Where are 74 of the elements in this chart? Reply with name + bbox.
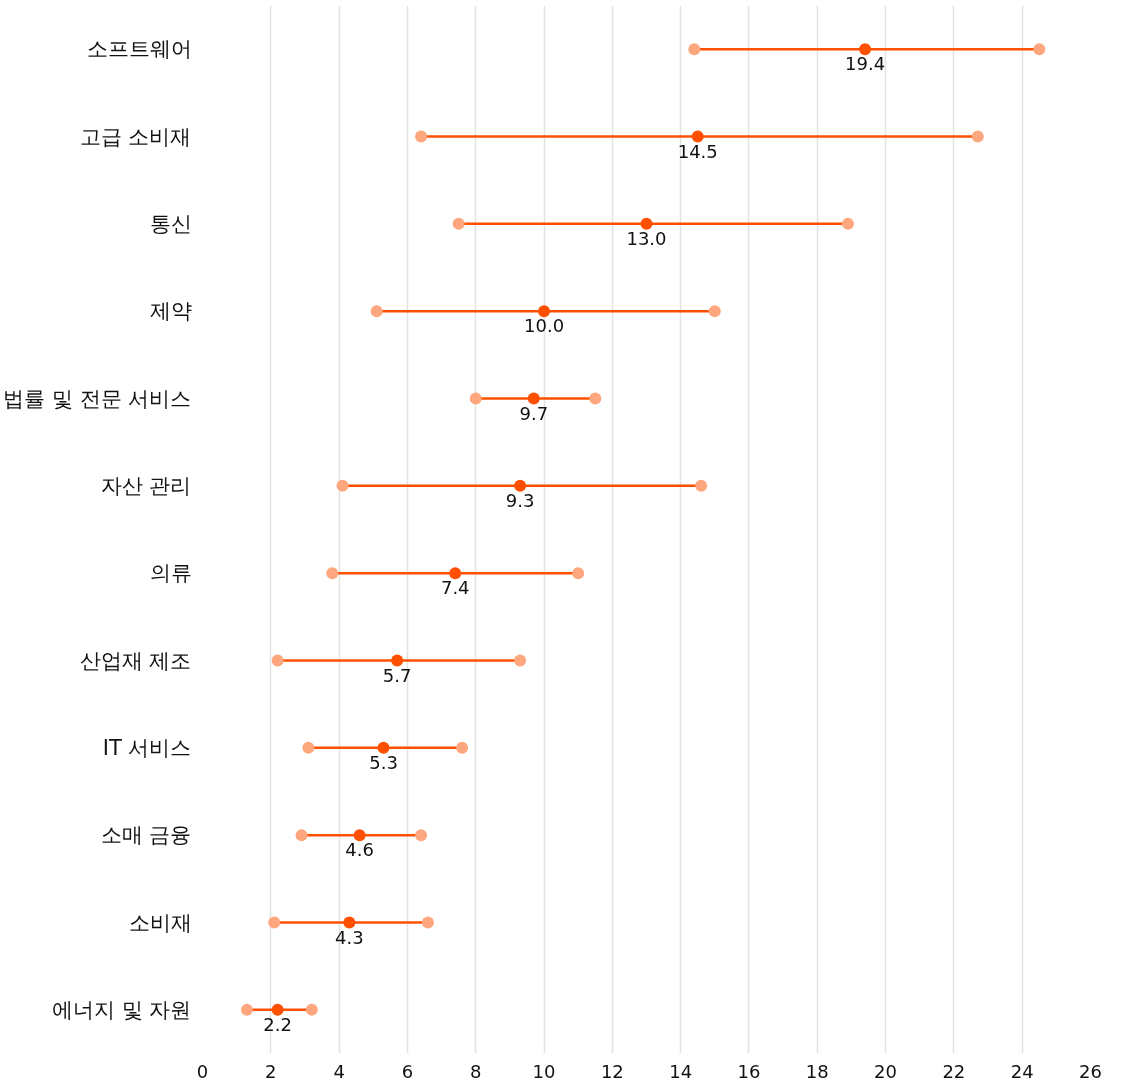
point (688, 43, 701, 56)
y-tick-label: 통신 (149, 211, 192, 236)
y-tick-label: 자산 관리 (100, 473, 192, 498)
data-label: 14.5 (677, 140, 718, 162)
point (514, 654, 527, 667)
point (343, 916, 356, 929)
y-tick-label: 소비재 (128, 910, 192, 935)
x-tick-label: 12 (600, 1060, 624, 1082)
y-tick-label: 의류 (149, 561, 192, 586)
x-tick-label: 16 (737, 1060, 761, 1082)
y-tick-label: 소프트웨어 (86, 37, 192, 62)
y-tick-label: 산업재 제조 (79, 648, 192, 673)
point (572, 567, 585, 580)
point (415, 130, 428, 143)
point (538, 305, 551, 318)
y-tick-label: 에너지 및 자원 (52, 997, 192, 1022)
point (336, 479, 349, 492)
point (514, 479, 527, 492)
point (708, 305, 721, 318)
point (415, 829, 428, 842)
point (449, 567, 462, 580)
x-tick-label: 10 (532, 1060, 556, 1082)
x-tick-label: 18 (805, 1060, 829, 1082)
point (456, 741, 469, 754)
x-tick-label: 4 (333, 1060, 345, 1082)
data-label: 5.3 (369, 751, 398, 773)
x-tick-label: 0 (196, 1060, 209, 1082)
point (305, 1003, 318, 1016)
point (691, 130, 704, 143)
data-label: 13.0 (626, 227, 667, 249)
x-tick-label: 6 (401, 1060, 414, 1082)
data-label: 9.7 (519, 402, 549, 424)
point (268, 916, 281, 929)
point (1033, 43, 1046, 56)
data-label: 4.3 (335, 926, 364, 948)
y-tick-label: 법률 및 전문 서비스 (3, 386, 192, 411)
x-tick-label: 26 (1079, 1060, 1102, 1082)
point (842, 217, 855, 230)
point (377, 741, 390, 754)
y-tick-label: 제약 (149, 299, 192, 324)
data-label: 7.4 (440, 577, 470, 599)
point (527, 392, 540, 405)
point (859, 43, 872, 56)
y-tick-label: 소매 금융 (100, 823, 192, 848)
point (353, 829, 366, 842)
point (326, 567, 339, 580)
point (421, 916, 434, 929)
point (370, 305, 383, 318)
data-label: 19.4 (845, 53, 886, 75)
data-label: 10.0 (524, 315, 565, 337)
y-tick-label: IT 서비스 (102, 735, 192, 760)
y-tick-label: 고급 소비재 (79, 124, 192, 149)
data-label: 4.6 (345, 839, 374, 861)
point (469, 392, 482, 405)
point (695, 479, 708, 492)
point (271, 654, 284, 667)
x-tick-label: 24 (1010, 1060, 1034, 1082)
x-tick-label: 20 (874, 1060, 898, 1082)
point (452, 217, 465, 230)
point (295, 829, 308, 842)
point (240, 1003, 253, 1016)
x-tick-label: 2 (265, 1060, 277, 1082)
point (302, 741, 315, 754)
x-tick-label: 14 (669, 1060, 693, 1082)
x-tick-label: 22 (942, 1060, 966, 1082)
point (271, 1003, 284, 1016)
point (589, 392, 602, 405)
data-label: 9.3 (505, 489, 535, 511)
data-label: 5.7 (382, 664, 412, 686)
data-label: 2.2 (263, 1013, 292, 1035)
point (971, 130, 984, 143)
x-tick-label: 8 (470, 1060, 482, 1082)
point (640, 217, 653, 230)
point (391, 654, 404, 667)
